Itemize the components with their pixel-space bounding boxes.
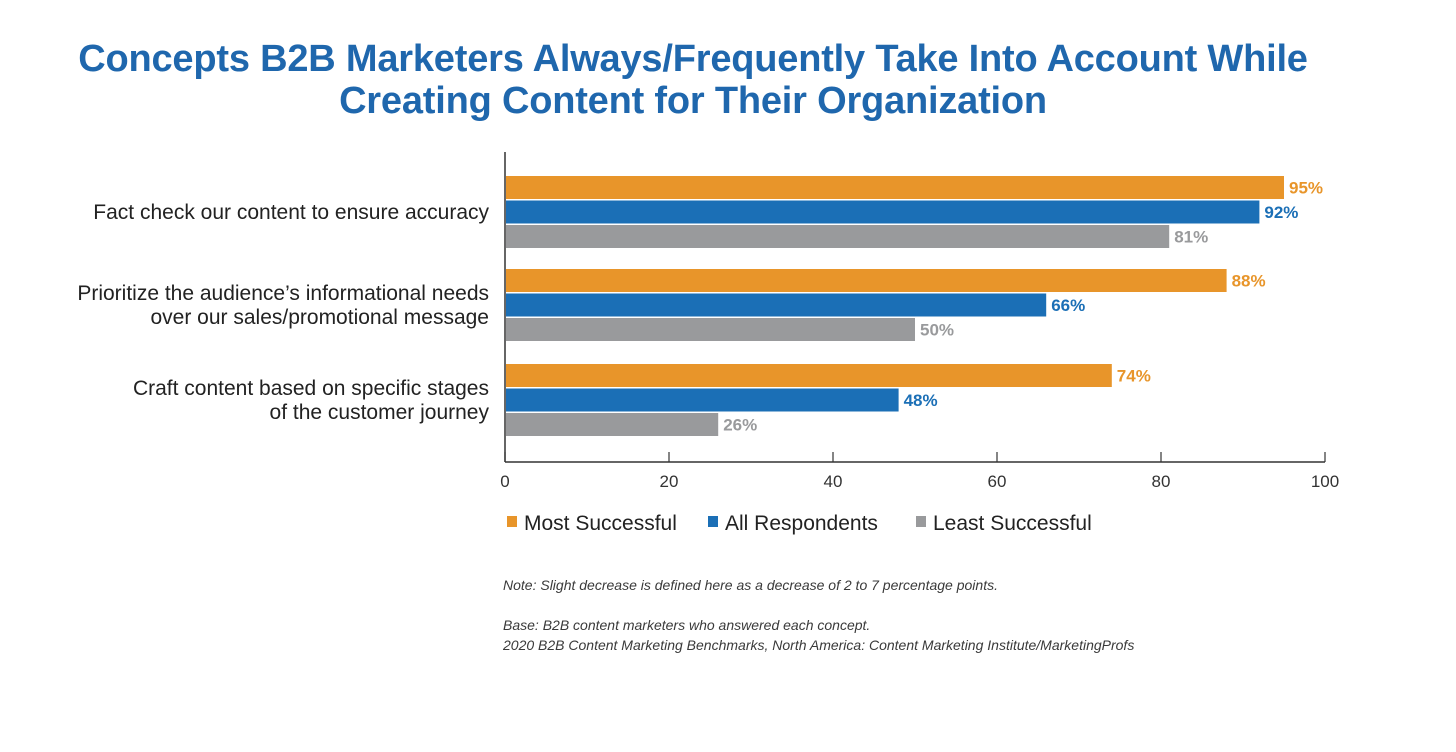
data-label: 50% [920,321,954,340]
chart-base: Base: B2B content marketers who answered… [503,617,871,633]
chart-title-line-2: Creating Content for Their Organization [339,80,1047,122]
category-label: Fact check our content to ensure accurac… [93,201,489,224]
chart-note: Note: Slight decrease is defined here as… [503,577,998,593]
data-label: 88% [1232,272,1266,291]
bar [506,364,1112,387]
legend-swatch [708,516,718,527]
chart-title: Concepts B2B Marketers Always/Frequently… [40,38,1346,122]
category-label: Craft content based on specific stages [133,377,489,400]
data-label: 74% [1117,367,1151,386]
data-label: 48% [904,391,938,410]
category-label: of the customer journey [270,401,490,424]
legend-swatch [507,516,517,527]
bar [506,176,1284,199]
bar [506,225,1170,248]
data-label: 92% [1264,203,1298,222]
chart-source: 2020 B2B Content Marketing Benchmarks, N… [503,637,1135,653]
data-label: 26% [723,416,757,435]
x-tick-label: 80 [1152,472,1171,491]
bar [506,413,719,436]
legend-swatch [916,516,926,527]
x-tick-label: 20 [660,472,679,491]
legend-label: All Respondents [725,512,878,535]
x-tick-label: 40 [824,472,843,491]
bar [506,269,1227,292]
bar [506,200,1260,224]
category-label: Prioritize the audience’s informational … [77,282,489,305]
legend-label: Least Successful [933,512,1092,535]
chart-title-line-1: Concepts B2B Marketers Always/Frequently… [78,38,1308,80]
bar [506,293,1047,317]
category-label: over our sales/promotional message [150,306,489,329]
x-tick-label: 100 [1311,472,1339,491]
x-tick-label: 60 [988,472,1007,491]
data-label: 95% [1289,179,1323,198]
x-tick-label: 0 [500,472,509,491]
bar [506,318,915,341]
legend-label: Most Successful [524,512,677,535]
data-label: 66% [1051,296,1085,315]
data-label: 81% [1174,228,1208,247]
bar [506,388,899,412]
